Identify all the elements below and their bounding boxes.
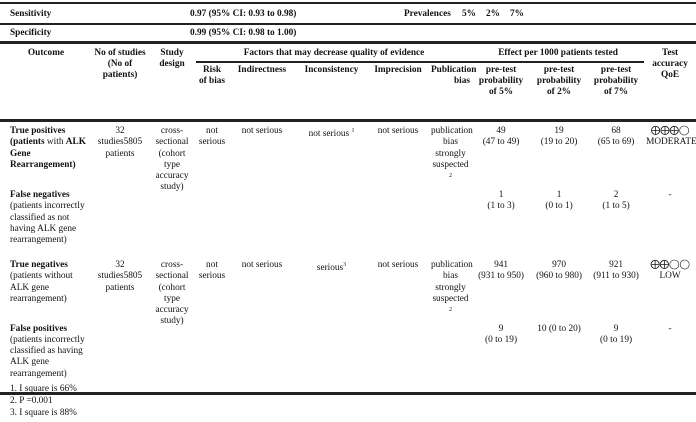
imprecision-cell: not serious (377, 126, 419, 136)
sensitivity-value: 0.97 (95% CI: 0.93 to 0.98) (190, 9, 297, 19)
prevalence-3: 7% (510, 9, 524, 19)
table-row: True positives (patients with ALK Gene R… (0, 124, 696, 192)
header-indirectness: Indirectness (228, 61, 296, 121)
footnote-3: 3. I square is 88% (10, 408, 77, 418)
p2-cell: 10 (0 to 20) (537, 323, 581, 334)
header-p5: pre-test probability of 5% (472, 61, 531, 121)
risk-cell: not serious (198, 260, 226, 282)
specificity-value: 0.99 (95% CI: 0.98 to 1.00) (190, 28, 297, 38)
outcome-cell: True negatives (patients without ALK gen… (10, 260, 73, 304)
p5-cell: 941 (931 to 950) (478, 260, 525, 282)
footnote-2: 2. P =0.001 (10, 396, 53, 406)
p2-cell: 19 (19 to 20) (540, 126, 578, 148)
footnote-1: 1. I square is 66% (10, 384, 77, 394)
table-row: False negatives (patients incorrectly cl… (0, 188, 696, 258)
prevalence-2: 2% (486, 9, 500, 19)
header-risk: Risk of bias (196, 61, 228, 121)
design-cell: cross-sectional (cohort type accuracy st… (155, 260, 189, 327)
header-inconsistency: Inconsistency (296, 61, 367, 121)
header-design: Study design (148, 44, 196, 122)
qoe-cell: ⨁⨁⨁◯ MODERATE (646, 126, 696, 148)
qoe-cell: - (668, 323, 672, 334)
rule (0, 23, 696, 25)
p5-cell: 49 (47 to 49) (482, 126, 520, 148)
p5-cell: 9 (0 to 19) (485, 323, 518, 345)
publication-cell: publication bias strongly suspected 2 (431, 126, 473, 180)
header-factors: Factors that may decrease quality of evi… (243, 48, 425, 58)
outcome-cell: False negatives (patients incorrectly cl… (10, 190, 85, 246)
table-row: False positives (patients incorrectly cl… (0, 322, 696, 394)
header-publication: Publication bias (429, 61, 476, 121)
header-imprecision: Imprecision (367, 61, 429, 121)
studies-cell: 32 studies5805 patients (97, 126, 143, 159)
prevalences-label: Prevalences (404, 9, 451, 19)
table-row: True negatives (patients without ALK gen… (0, 258, 696, 326)
outcome-cell: False positives (patients incorrectly cl… (10, 323, 85, 379)
studies-cell: 32 studies5805 patients (97, 260, 143, 293)
inconsistency-cell: not serious 1 (308, 128, 355, 140)
evidence-table: Outcome No of studies (No of patients) S… (0, 44, 696, 395)
qoe-cell: ⨁⨁◯◯ LOW (650, 260, 690, 282)
p7-cell: 921 (911 to 930) (593, 260, 639, 282)
p5-cell: 1 (1 to 3) (487, 190, 515, 212)
top-rule (0, 2, 696, 4)
publication-cell: publication bias strongly suspected 2 (431, 260, 473, 314)
qoe-cell: - (668, 190, 672, 200)
outcome-cell: True positives (patients with ALK Gene R… (10, 126, 86, 170)
inconsistency-cell: serious3 (316, 262, 347, 274)
p7-cell: 2 (1 to 5) (602, 190, 630, 212)
p2-cell: 970 (960 to 980) (536, 260, 583, 282)
imprecision-cell: not serious (377, 260, 419, 270)
rule (0, 41, 696, 44)
header-outcome: Outcome (0, 44, 92, 122)
design-cell: cross-sectional (cohort type accuracy st… (155, 126, 189, 193)
indirectness-cell: not serious (241, 126, 283, 136)
header-p2: pre-test probability of 2% (530, 61, 589, 121)
header-p7: pre-test probability of 7% (588, 61, 645, 121)
header-studies: No of studies (No of patients) (92, 44, 148, 122)
risk-cell: not serious (198, 126, 226, 148)
sensitivity-label: Sensitivity (10, 9, 52, 19)
header-effect: Effect per 1000 patients tested (498, 48, 618, 58)
p2-cell: 1 (0 to 1) (545, 190, 573, 212)
p7-cell: 9 (0 to 19) (600, 323, 633, 345)
prevalence-1: 5% (462, 9, 476, 19)
indirectness-cell: not serious (241, 260, 283, 270)
specificity-label: Specificity (10, 28, 52, 38)
p7-cell: 68 (65 to 69) (597, 126, 635, 148)
header-qoe: Test accuracy QoE (644, 44, 696, 122)
